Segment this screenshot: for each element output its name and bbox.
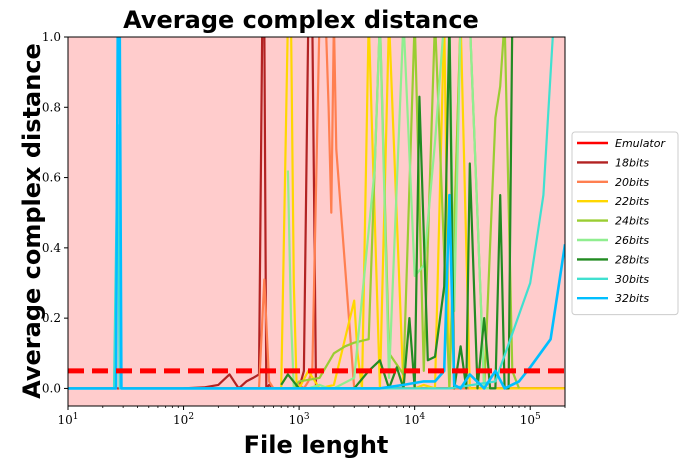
legend-label: 24bits: [615, 215, 649, 228]
legend-label: 26bits: [615, 234, 649, 247]
x-tick-label: 102: [173, 412, 194, 427]
series-line-22bits: [280, 37, 565, 390]
plot-frame: [67, 36, 566, 407]
y-tick-label: 0.4: [42, 241, 61, 255]
y-axis-label: Average complex distance: [18, 43, 46, 399]
x-axis-label: File lenght: [244, 431, 389, 459]
x-tick-label: 104: [404, 412, 425, 427]
x-tick-label: 103: [289, 412, 310, 427]
y-tick-label: 0.6: [42, 171, 61, 185]
y-tick-label: 0.2: [42, 311, 61, 325]
legend-label: 32bits: [615, 292, 649, 305]
chart-title: Average complex distance: [123, 6, 479, 34]
legend: Emulator 18bits 20bits 22bits 24bits 26bits 28…: [571, 131, 679, 316]
series-line-24bits: [287, 37, 521, 390]
x-tick-label: 105: [520, 412, 541, 427]
y-tick-label: 0.0: [42, 381, 61, 395]
legend-label: 30bits: [615, 273, 649, 286]
axis-ticks: 101 102 103 104 105 0.0 0.2 0.4 0.6 0.8 1.0: [42, 30, 566, 427]
legend-label: 28bits: [615, 253, 649, 266]
series-line-32bits: [68, 37, 565, 390]
legend-label: 18bits: [615, 156, 649, 169]
y-tick-label: 1.0: [42, 30, 61, 44]
x-tick-label: 101: [57, 412, 78, 427]
legend-box: [571, 131, 679, 316]
legend-label: 20bits: [615, 176, 649, 189]
y-tick-label: 0.8: [42, 100, 61, 114]
legend-label: Emulator: [615, 137, 666, 150]
legend-label: 22bits: [615, 195, 649, 208]
